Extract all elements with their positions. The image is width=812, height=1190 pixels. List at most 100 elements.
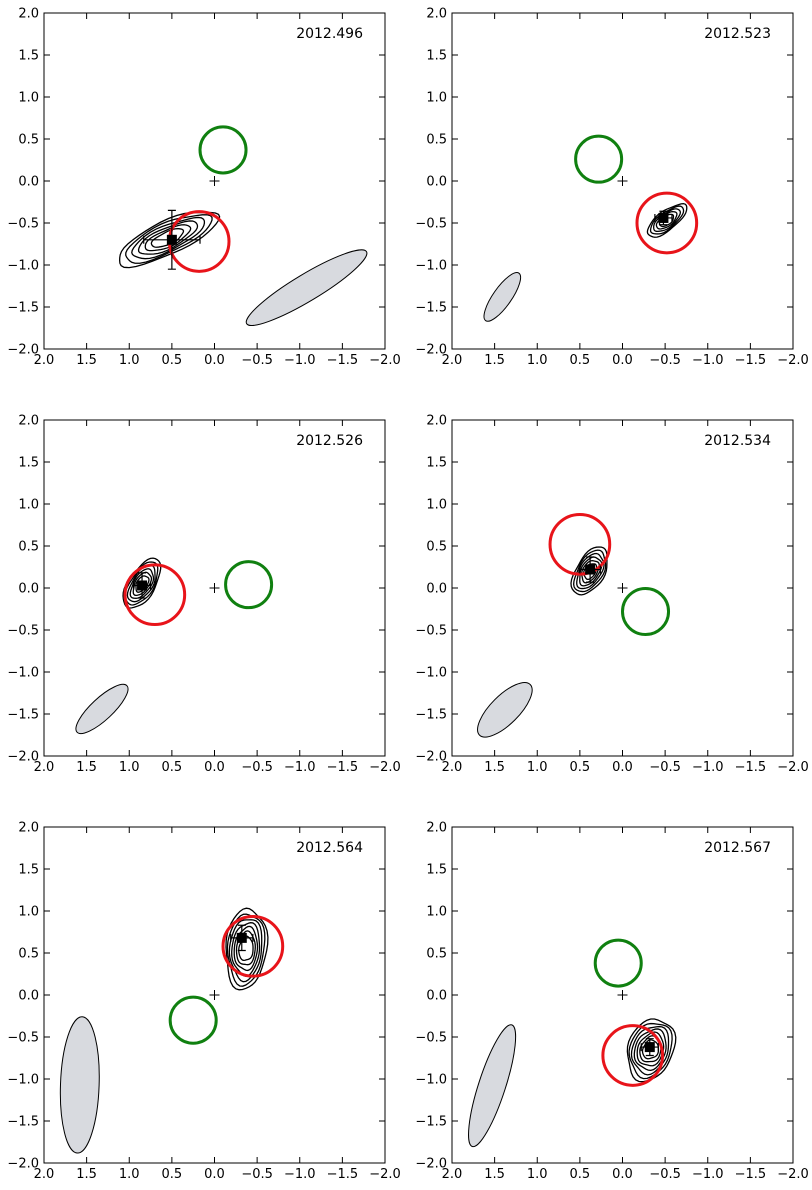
- y-tick-label: 0.5: [18, 540, 39, 555]
- x-tick-label: 1.0: [119, 353, 140, 368]
- x-tick-label: −1.5: [327, 353, 359, 368]
- x-tick-label: −1.0: [692, 353, 724, 368]
- y-tick-label: −0.5: [7, 1031, 39, 1046]
- x-tick-label: 0.5: [570, 760, 591, 775]
- x-tick-label: −1.0: [692, 1167, 724, 1182]
- measured-point: [236, 932, 247, 943]
- x-tick-label: −1.0: [284, 353, 316, 368]
- y-tick-label: 0.0: [426, 175, 447, 190]
- y-tick-label: 0.5: [18, 947, 39, 962]
- x-tick-label: −1.5: [735, 1167, 767, 1182]
- epoch-label: 2012.567: [704, 840, 771, 856]
- contour-line: [649, 205, 685, 235]
- y-tick-label: 2.0: [426, 821, 447, 836]
- measured-point: [166, 234, 177, 245]
- x-tick-label: −0.5: [649, 1167, 681, 1182]
- y-tick-label: −2.0: [415, 750, 447, 765]
- x-tick-label: 1.0: [527, 1167, 548, 1182]
- x-tick-label: −2.0: [369, 353, 401, 368]
- x-tick-label: 1.5: [76, 1167, 97, 1182]
- y-tick-label: −1.5: [7, 1115, 39, 1130]
- y-tick-label: 0.5: [426, 133, 447, 148]
- y-tick-label: 1.0: [18, 91, 39, 106]
- y-tick-label: 1.5: [426, 49, 447, 64]
- y-tick-label: 0.0: [426, 989, 447, 1004]
- plot-content: [118, 125, 368, 326]
- red-circle: [221, 914, 285, 978]
- measured-point: [137, 580, 148, 591]
- x-tick-label: −2.0: [369, 1167, 401, 1182]
- contour-line: [226, 913, 266, 987]
- y-tick-label: 2.0: [18, 7, 39, 22]
- origin-marker: [209, 990, 220, 1000]
- green-circle: [224, 560, 274, 610]
- y-tick-label: 2.0: [426, 414, 447, 429]
- contour-line: [132, 571, 153, 597]
- x-tick-label: −1.5: [327, 760, 359, 775]
- measured-point: [658, 212, 669, 223]
- y-tick-label: −1.5: [7, 708, 39, 723]
- y-tick-label: 1.5: [18, 863, 39, 878]
- y-tick-label: −1.0: [7, 259, 39, 274]
- green-circle: [574, 134, 624, 184]
- x-tick-label: 0.0: [204, 760, 225, 775]
- x-tick-label: 2.0: [34, 353, 55, 368]
- origin-marker: [209, 176, 220, 186]
- y-tick-label: 1.0: [426, 905, 447, 920]
- measured-point: [644, 1042, 655, 1053]
- y-tick-label: −0.5: [7, 624, 39, 639]
- y-tick-label: −1.0: [415, 1073, 447, 1088]
- y-tick-label: 1.5: [18, 49, 39, 64]
- y-tick-label: 2.0: [18, 414, 39, 429]
- contour-line: [630, 1025, 670, 1076]
- x-tick-label: 1.0: [119, 1167, 140, 1182]
- y-tick-label: 1.5: [18, 456, 39, 471]
- y-tick-label: 1.0: [426, 498, 447, 513]
- x-tick-label: 0.5: [162, 1167, 183, 1182]
- epoch-label: 2012.523: [704, 26, 771, 42]
- beam-ellipse: [75, 683, 129, 735]
- panel-2012-526: 2.0 1.5 1.0 0.5 0.0 −0.5 −1.0 −1.5 −2.0 −2.0 −1.5 −…: [7, 414, 400, 776]
- x-tick-label: 0.0: [204, 1167, 225, 1182]
- y-tick-label: −1.0: [415, 666, 447, 681]
- measured-point: [585, 564, 596, 575]
- x-tick-label: 1.0: [119, 760, 140, 775]
- x-tick-label: 2.0: [34, 760, 55, 775]
- contour-line: [636, 1031, 665, 1067]
- y-tick-label: 0.5: [426, 947, 447, 962]
- red-circle: [601, 1024, 665, 1087]
- x-tick-label: 1.5: [484, 353, 505, 368]
- contour-line: [655, 210, 678, 230]
- x-tick-label: −0.5: [241, 760, 273, 775]
- green-circle: [593, 938, 643, 988]
- contour-line: [573, 549, 607, 593]
- y-tick-label: −0.5: [7, 217, 39, 232]
- beam-ellipse: [477, 682, 533, 738]
- x-tick-label: −0.5: [649, 353, 681, 368]
- beam-ellipse: [245, 249, 368, 326]
- x-tick-label: 0.5: [570, 353, 591, 368]
- x-tick-label: 1.5: [484, 1167, 505, 1182]
- y-tick-label: −1.0: [7, 1073, 39, 1088]
- x-tick-label: 0.0: [612, 760, 633, 775]
- x-tick-label: 0.5: [162, 353, 183, 368]
- y-tick-label: 0.0: [18, 582, 39, 597]
- x-tick-label: −1.0: [284, 760, 316, 775]
- x-tick-label: −0.5: [241, 353, 273, 368]
- y-tick-label: −0.5: [415, 1031, 447, 1046]
- origin-marker: [617, 990, 628, 1000]
- y-tick-label: 0.0: [426, 582, 447, 597]
- y-tick-label: −1.5: [415, 708, 447, 723]
- beam-ellipse: [483, 272, 522, 322]
- y-tick-label: 1.5: [426, 456, 447, 471]
- x-tick-label: 2.0: [442, 760, 463, 775]
- y-tick-label: 2.0: [18, 821, 39, 836]
- y-tick-label: 1.0: [426, 91, 447, 106]
- y-tick-label: −2.0: [7, 750, 39, 765]
- plot-content: [75, 557, 274, 735]
- y-tick-label: −0.5: [415, 624, 447, 639]
- x-tick-label: −1.0: [284, 1167, 316, 1182]
- x-tick-label: −2.0: [369, 760, 401, 775]
- panel-2012-534: 2.0 1.5 1.0 0.5 0.0 −0.5 −1.0 −1.5 −2.0−2.0−1.5−…: [415, 414, 808, 776]
- contour-line: [628, 1022, 673, 1080]
